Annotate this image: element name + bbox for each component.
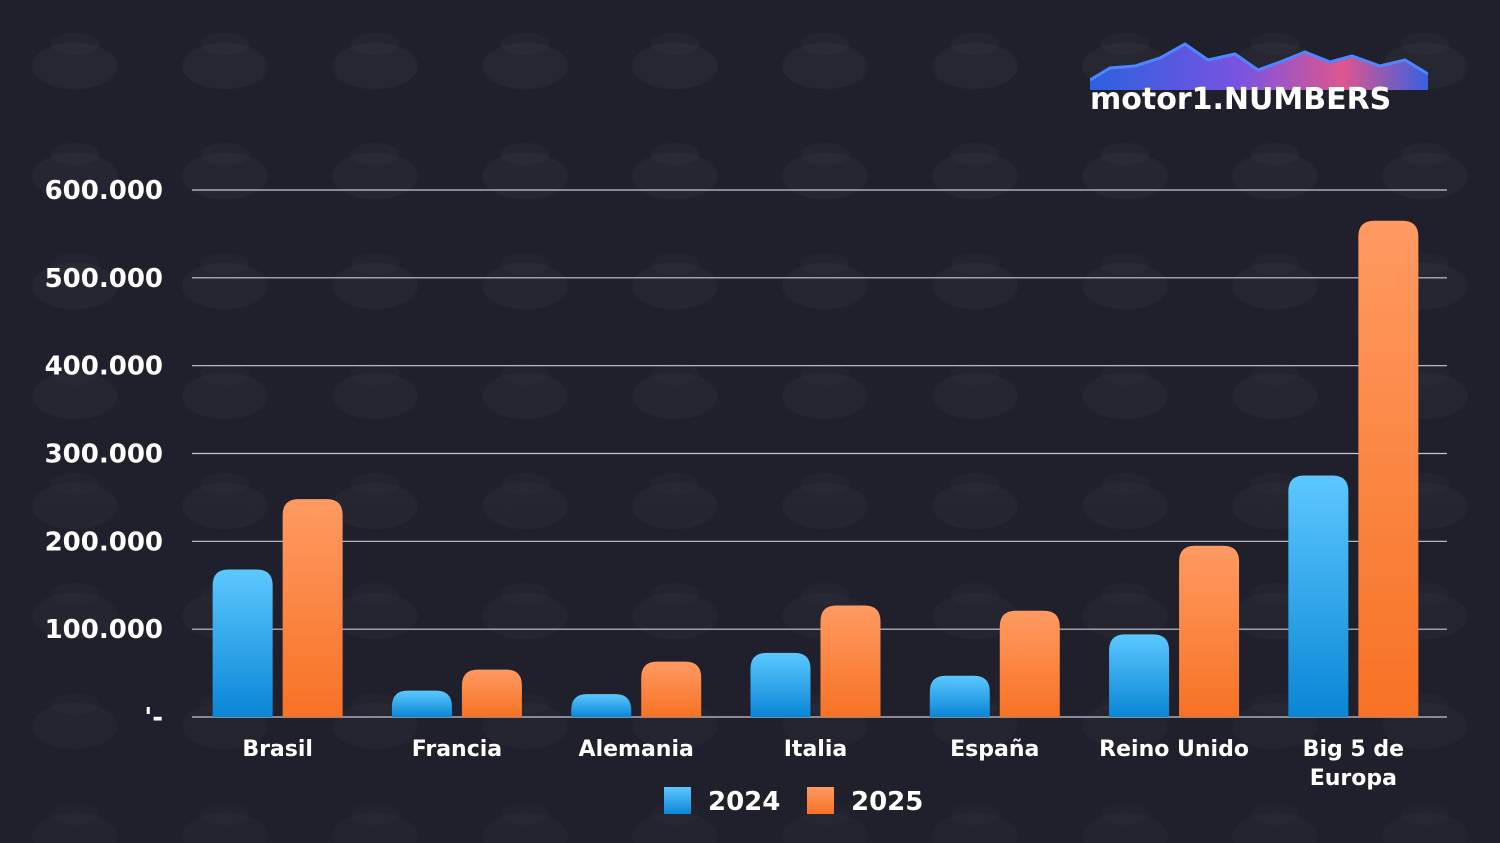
logo-text: motor1.NUMBERS: [1090, 82, 1392, 117]
bar-2024-3: [750, 652, 811, 717]
bar-2024-1: [391, 690, 452, 717]
y-axis-ticks: '- 100.000 200.000 300.000 400.000 500.000 600…: [45, 176, 163, 733]
x-tick-label: España: [950, 737, 1039, 762]
bar-2025-4: [999, 610, 1060, 717]
bar-2024-5: [1109, 634, 1170, 717]
legend-swatch-2025: [807, 787, 834, 814]
bar-2025-0: [282, 499, 343, 717]
x-tick-label: Alemania: [579, 737, 694, 762]
bar-2024-4: [929, 675, 990, 717]
logo-skyline-icon: [1089, 42, 1429, 90]
y-tick-label: 200.000: [45, 527, 163, 557]
bar-2025-3: [820, 605, 881, 717]
bar-2025-2: [641, 661, 702, 717]
bar-2024-0: [212, 569, 273, 717]
y-tick-label: '-: [144, 703, 163, 733]
grid-lines: [192, 189, 1447, 718]
x-axis-labels: Brasil Francia Alemania Italia España Reino U…: [242, 737, 1404, 791]
y-tick-label: 500.000: [45, 264, 163, 294]
x-tick-label: Francia: [412, 737, 502, 762]
y-tick-label: 600.000: [45, 176, 163, 206]
x-tick-label: Italia: [784, 737, 847, 762]
bar-2024-6: [1288, 475, 1349, 717]
legend-label-2024: 2024: [708, 787, 780, 817]
y-tick-label: 400.000: [45, 352, 163, 382]
y-tick-label: 300.000: [45, 440, 163, 470]
x-tick-label: Reino Unido: [1099, 737, 1249, 762]
legend-label-2025: 2025: [851, 787, 923, 817]
bar-2024-2: [571, 694, 632, 717]
bar-2025-1: [461, 669, 522, 717]
x-tick-label: Brasil: [242, 737, 313, 762]
bar-2025-6: [1358, 220, 1419, 717]
bar-2025-5: [1179, 545, 1240, 717]
legend: 2024 2025: [664, 787, 923, 817]
x-tick-label: Big 5 de Europa: [1303, 737, 1404, 791]
motor1-numbers-logo: motor1.NUMBERS: [1089, 40, 1429, 130]
y-tick-label: 100.000: [45, 615, 163, 645]
legend-swatch-2024: [664, 787, 691, 814]
bars: [212, 220, 1419, 717]
